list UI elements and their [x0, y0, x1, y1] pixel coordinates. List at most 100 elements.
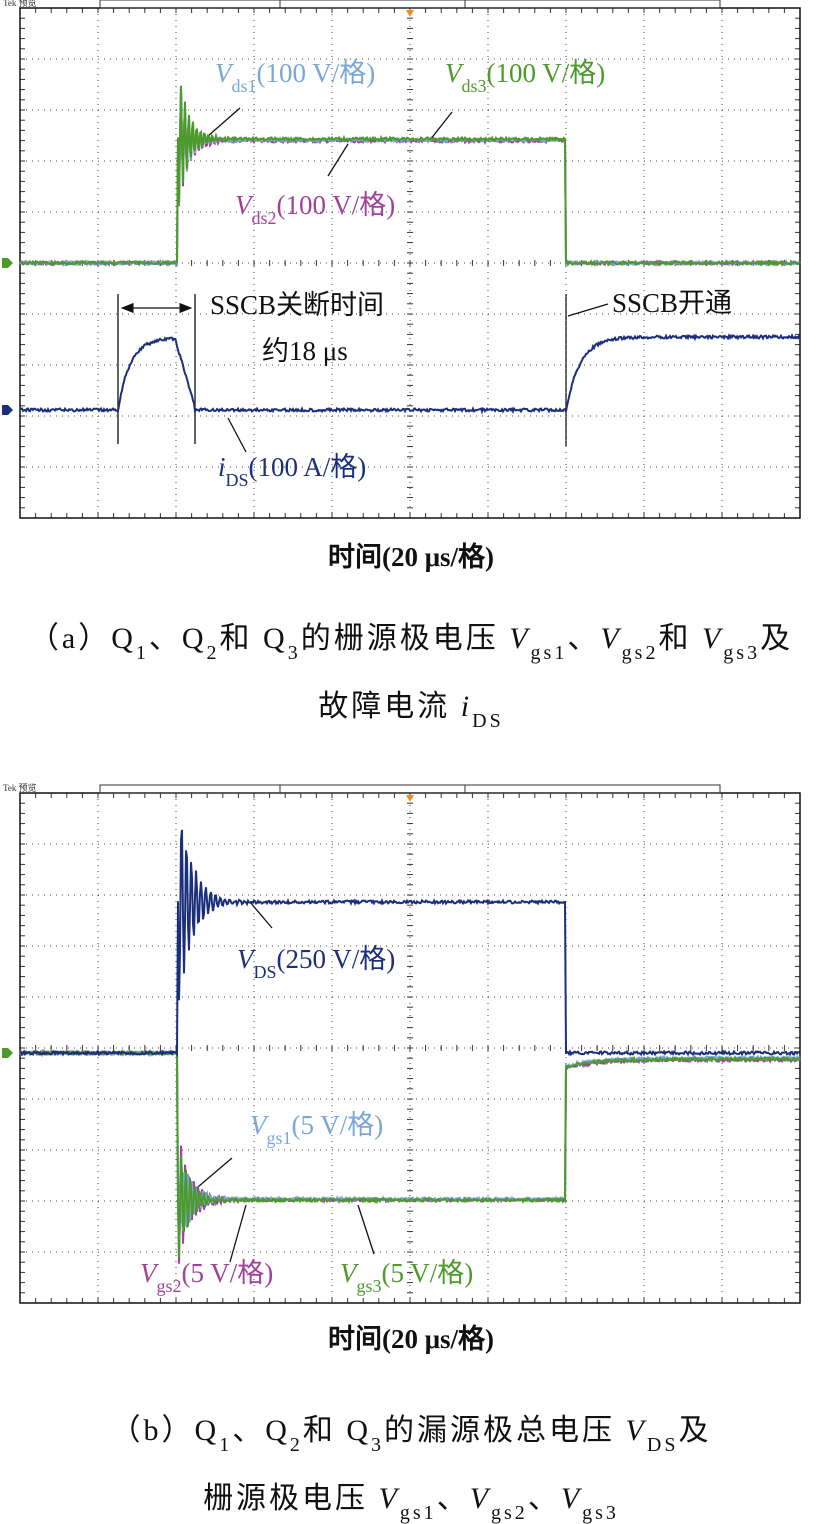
record-bar	[99, 784, 721, 794]
text-run: (100 A/格)	[249, 452, 367, 482]
subscript: gs3	[582, 1502, 619, 1524]
italic-run: V	[237, 944, 257, 974]
leaders-a	[117, 107, 609, 453]
annotation: SSCB关断时间	[210, 290, 384, 320]
italic-run: i	[218, 452, 226, 482]
subscript: 2	[290, 1434, 303, 1456]
caption-line: （b）Q1、Q2和 Q3的漏源极总电压 VDS及	[111, 1414, 712, 1456]
caption-line: （a）Q1、Q2和 Q3的栅源极电压 Vgs1、Vgs2和 Vgs3及	[29, 622, 793, 664]
caption-line: 故障电流 iDS	[318, 690, 503, 732]
subscript: DS	[647, 1434, 679, 1456]
annotation: SSCB开通	[612, 288, 732, 318]
text-run: 及	[760, 622, 793, 655]
record-window	[279, 0, 466, 9]
trigger-marker	[406, 795, 414, 802]
subscript: DS	[254, 962, 277, 982]
waveform	[19, 85, 800, 268]
scope-label: Tek 预览	[3, 782, 37, 793]
text-run: (100 V/格)	[487, 58, 606, 88]
record-window	[279, 784, 466, 794]
annotation: Vgs3(5 V/格)	[340, 1258, 473, 1296]
italic-run: V	[340, 1258, 360, 1288]
waveform	[19, 829, 801, 1058]
text-run: (100 V/格)	[257, 58, 376, 88]
subscript: ds1	[232, 76, 257, 96]
annotation: 约18 μs	[262, 336, 348, 366]
annotation: Vgs2(5 V/格)	[140, 1258, 273, 1296]
text-run: 、Q	[232, 1414, 290, 1447]
subscript: DS	[226, 470, 249, 490]
waveform	[19, 332, 801, 415]
text-run: 故障电流	[318, 690, 461, 723]
italic-run: V	[379, 1482, 401, 1515]
text-run: 和 Q	[220, 622, 288, 655]
subscript: gs3	[357, 1276, 382, 1296]
text-run: (100 V/格)	[277, 190, 396, 220]
text-run: 及	[678, 1414, 711, 1447]
x-axis-label: 时间(20 μs/格)	[328, 542, 494, 572]
trigger-marker	[406, 10, 414, 17]
subscript: 2	[207, 642, 220, 664]
text-run: SSCB开通	[612, 288, 732, 318]
subscript: 1	[136, 642, 149, 664]
channel-marker	[2, 258, 13, 268]
annotation: VDS(250 V/格)	[237, 944, 395, 982]
subscript: gs2	[157, 1276, 182, 1296]
caption-line: 栅源极电压 Vgs1、Vgs2、Vgs3	[203, 1482, 619, 1524]
italic-run: V	[445, 58, 465, 88]
text-run: 、	[528, 1482, 561, 1515]
waveform	[19, 1048, 801, 1258]
text-run: (5 V/格)	[382, 1258, 474, 1288]
subscript: gs2	[622, 642, 659, 664]
italic-run: V	[235, 190, 255, 220]
record-bar	[99, 0, 721, 9]
text-run: (5 V/格)	[292, 1110, 384, 1140]
subscript: gs3	[723, 642, 760, 664]
italic-run: V	[215, 58, 235, 88]
text-run: (5 V/格)	[182, 1258, 274, 1288]
subscript: gs1	[267, 1128, 292, 1148]
channel-marker	[2, 405, 13, 415]
italic-run: V	[509, 622, 531, 655]
subscript: gs1	[531, 642, 568, 664]
text-run: 、Q	[149, 622, 207, 655]
italic-run: V	[250, 1110, 270, 1140]
subscript: 3	[288, 642, 301, 664]
text-run: 、	[567, 622, 600, 655]
annotation: iDS(100 A/格)	[218, 452, 366, 490]
text-run: （b）Q	[111, 1414, 220, 1447]
text-run: 栅源极电压	[203, 1482, 379, 1515]
subscript: ds3	[462, 76, 487, 96]
text-run: 和	[658, 622, 702, 655]
x-axis-label: 时间(20 μs/格)	[328, 1324, 494, 1354]
subscript: gs1	[400, 1502, 437, 1524]
scope-label: Tek 预览	[3, 0, 37, 8]
italic-run: V	[626, 1414, 648, 1447]
annotation: Vds2(100 V/格)	[235, 190, 395, 228]
channel-marker	[2, 1048, 13, 1058]
italic-run: V	[561, 1482, 583, 1515]
text-run: SSCB关断时间	[210, 290, 384, 320]
text-run: （a）Q	[29, 622, 136, 655]
italic-run: V	[140, 1258, 160, 1288]
italic-run: V	[702, 622, 724, 655]
annotation: Vgs1(5 V/格)	[250, 1110, 383, 1148]
italic-run: V	[470, 1482, 492, 1515]
text-run: 和 Q	[303, 1414, 371, 1447]
subscript: 3	[371, 1434, 384, 1456]
italic-run: V	[600, 622, 622, 655]
subscript: gs2	[491, 1502, 528, 1524]
italic-run: i	[461, 690, 472, 723]
subscript: 1	[219, 1434, 232, 1456]
text-run: (250 V/格)	[277, 944, 396, 974]
text-run: 的栅源极电压	[301, 622, 510, 655]
annotation: Vds3(100 V/格)	[445, 58, 605, 96]
text-run: 约18 μs	[262, 336, 348, 366]
text-run: 的漏源极总电压	[384, 1414, 626, 1447]
annotation: Vds1(100 V/格)	[215, 58, 375, 96]
subscript: ds2	[252, 208, 277, 228]
subscript: DS	[472, 710, 504, 732]
text-run: 、	[437, 1482, 470, 1515]
